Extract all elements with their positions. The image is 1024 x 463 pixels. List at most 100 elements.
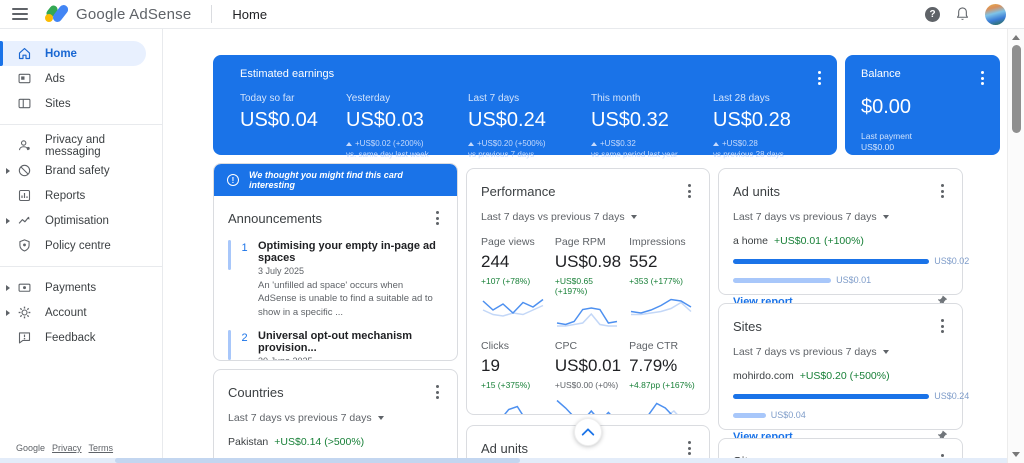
site-delta: +US$0.20 (+500%) <box>799 370 890 382</box>
up-arrow-icon <box>591 141 597 146</box>
payments-icon <box>18 283 31 292</box>
card-title: Ad units <box>733 183 780 199</box>
scrollbar-thumb[interactable] <box>1011 45 1021 133</box>
metric-page-ctr: Page CTR 7.79% +4.87pp (+167%) <box>629 331 695 414</box>
sidebar-item-home[interactable]: Home <box>0 41 146 66</box>
sidebar-item-label: Ads <box>45 72 65 85</box>
sidebar-item-payments[interactable]: Payments <box>0 275 162 300</box>
terms-link[interactable]: Terms <box>88 443 114 453</box>
cards-grid: We thought you might find this card inte… <box>213 163 1000 463</box>
chevron-down-icon <box>377 416 384 420</box>
sidebar-divider <box>0 266 162 267</box>
announcement-item[interactable]: 1 Optimising your empty in-page ad space… <box>228 240 443 319</box>
vertical-scrollbar[interactable] <box>1007 29 1024 463</box>
more-options-icon[interactable] <box>432 207 443 229</box>
last-payment-label: Last payment <box>861 131 913 141</box>
sites-card: Sites Last 7 days vs previous 7 days moh… <box>718 303 969 443</box>
sidebar-item-ads[interactable]: Ads <box>0 66 162 91</box>
sparkline-chart <box>482 298 544 317</box>
period-selector[interactable]: Last 7 days vs previous 7 days <box>733 211 948 223</box>
topbar-page-title: Home <box>232 6 268 22</box>
scrollbar-down-arrow[interactable] <box>1012 452 1020 457</box>
previous-period-bar <box>733 412 766 418</box>
sidebar-item-label: Feedback <box>45 331 96 344</box>
earnings-col-yesterday: Yesterday US$0.03 +US$0.02 (+200%) vs. s… <box>346 93 429 159</box>
menu-icon[interactable] <box>12 8 28 20</box>
help-icon[interactable] <box>925 6 940 22</box>
previous-period-bar <box>733 277 832 283</box>
sidebar-item-privacy-and-messaging[interactable]: Privacy and messaging <box>0 133 162 158</box>
balance-value: $0.00 <box>861 96 912 118</box>
sidebar-item-label: Optimisation <box>45 214 109 227</box>
bar-value-label: US$0.01 <box>836 275 872 285</box>
bar-value-label: US$0.24 <box>934 391 970 401</box>
period-selector[interactable]: Last 7 days vs previous 7 days <box>228 412 443 424</box>
announcement-date: 3 July 2025 <box>258 266 305 276</box>
sparkline-chart <box>504 405 523 414</box>
site-name: mohirdo.com <box>733 370 794 382</box>
sites-icon <box>18 98 31 109</box>
optimisation-icon <box>18 216 30 224</box>
expand-caret-icon[interactable] <box>6 217 10 224</box>
announcement-title: Universal opt-out mechanism provision... <box>258 329 413 354</box>
banner-text: We thought you might find this card inte… <box>249 170 403 190</box>
card-title: Ad units <box>481 440 528 456</box>
period-selector[interactable]: Last 7 days vs previous 7 days <box>481 211 695 223</box>
sidebar-divider <box>0 124 162 125</box>
account-avatar[interactable] <box>985 3 1006 25</box>
ad-unit-row: a home +US$0.01 (+100%) <box>733 235 948 247</box>
card-title: Countries <box>228 384 284 400</box>
account-gear-icon <box>18 306 31 319</box>
horizontal-scrollbar[interactable] <box>0 458 1007 463</box>
sidebar-item-reports[interactable]: Reports <box>0 183 162 208</box>
expand-caret-icon[interactable] <box>6 284 10 291</box>
ads-icon <box>18 73 31 84</box>
country-delta: +US$0.14 (>500%) <box>274 436 365 448</box>
bar-value-label: US$0.04 <box>770 410 806 420</box>
column-left: We thought you might find this card inte… <box>213 163 464 463</box>
sparkline-chart <box>556 307 618 327</box>
sparkline-chart <box>556 399 611 414</box>
announcement-date: 30 June 2025 <box>258 355 313 361</box>
more-options-icon[interactable] <box>684 180 695 202</box>
more-options-icon[interactable] <box>977 67 988 89</box>
topbar-actions <box>925 3 1012 25</box>
chevron-down-icon <box>882 215 889 219</box>
announcement-title: Optimising your empty in-page ad spaces <box>258 240 436 264</box>
feedback-icon <box>18 332 31 344</box>
footer-brand: Google <box>16 443 46 453</box>
sparkline-chart <box>630 298 692 316</box>
scrollbar-up-arrow[interactable] <box>1012 35 1020 40</box>
adsense-logo-icon[interactable] <box>44 3 70 24</box>
sidebar-item-label: Home <box>45 47 77 60</box>
announcement-item[interactable]: 2 Universal opt-out mechanism provision.… <box>228 329 443 361</box>
notifications-bell-icon[interactable] <box>955 6 970 22</box>
privacy-link[interactable]: Privacy <box>52 443 82 453</box>
period-selector[interactable]: Last 7 days vs previous 7 days <box>733 346 948 358</box>
expand-caret-icon[interactable] <box>6 167 10 174</box>
sidebar-item-account[interactable]: Account <box>0 300 162 325</box>
card-title: Sites <box>733 318 762 334</box>
more-options-icon[interactable] <box>937 180 948 202</box>
interesting-card-banner[interactable]: We thought you might find this card inte… <box>214 164 457 196</box>
more-options-icon[interactable] <box>432 381 443 403</box>
topbar-divider <box>211 5 213 23</box>
scroll-to-top-button[interactable] <box>574 418 602 446</box>
card-title: Performance <box>481 183 556 199</box>
earnings-columns: Today so far US$0.04 Yesterday US$0.03 +… <box>240 93 837 159</box>
sidebar-item-policy-centre[interactable]: Policy centre <box>0 233 162 258</box>
sidebar-item-feedback[interactable]: Feedback <box>0 325 162 350</box>
expand-caret-icon[interactable] <box>6 309 10 316</box>
sidebar-item-optimisation[interactable]: Optimisation <box>0 208 162 233</box>
policy-icon <box>19 239 30 252</box>
more-options-icon[interactable] <box>684 437 695 459</box>
metrics-grid: Page views 244 +107 (+78%) Page <box>481 227 695 414</box>
sidebar-item-sites[interactable]: Sites <box>0 91 162 116</box>
country-name: Pakistan <box>228 436 269 448</box>
sidebar-item-brand-safety[interactable]: Brand safety <box>0 158 162 183</box>
more-options-icon[interactable] <box>814 67 825 89</box>
more-options-icon[interactable] <box>937 315 948 337</box>
scrollbar-thumb[interactable] <box>115 458 520 463</box>
metric-impressions: Impressions 552 +353 (+177%) <box>629 227 695 331</box>
